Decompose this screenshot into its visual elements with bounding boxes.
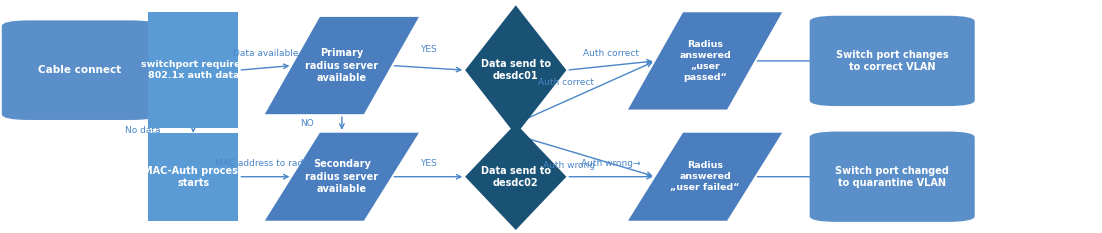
Text: Auth correct: Auth correct [583,49,639,58]
Polygon shape [264,17,419,114]
FancyBboxPatch shape [810,132,975,222]
Text: Primary
radius server
available: Primary radius server available [305,48,378,83]
Text: switchport requires
802.1x auth data: switchport requires 802.1x auth data [141,60,246,80]
Polygon shape [628,133,782,221]
Text: Data send to
desdc02: Data send to desdc02 [480,165,551,188]
Text: MAC-Auth process
starts: MAC-Auth process starts [143,165,244,188]
Text: Cable connect: Cable connect [39,65,121,75]
Polygon shape [465,5,566,135]
FancyBboxPatch shape [148,12,238,128]
Text: Switch port changed
to quarantine VLAN: Switch port changed to quarantine VLAN [835,165,949,188]
Text: No data: No data [125,126,160,135]
Text: Radius
answered
„user
passed“: Radius answered „user passed“ [679,40,731,82]
Text: Data available: Data available [233,49,299,58]
Text: YES: YES [420,45,436,54]
FancyBboxPatch shape [148,133,238,221]
FancyBboxPatch shape [810,16,975,106]
Text: Switch port changes
to correct VLAN: Switch port changes to correct VLAN [836,50,949,72]
Text: Auth wrong: Auth wrong [543,161,595,170]
FancyBboxPatch shape [2,20,158,120]
Text: NO: NO [301,119,314,128]
Polygon shape [264,133,419,221]
Text: Auth wrong→: Auth wrong→ [581,159,640,168]
Polygon shape [628,12,782,110]
Text: MAC address to radius: MAC address to radius [215,159,316,168]
Text: Secondary
radius server
available: Secondary radius server available [305,159,378,194]
Text: Radius
answered
„user failed“: Radius answered „user failed“ [670,161,739,192]
Text: YES: YES [420,159,436,168]
Polygon shape [465,123,566,230]
Text: Auth correct: Auth correct [538,79,594,87]
Text: Data send to
desdc01: Data send to desdc01 [480,59,551,81]
